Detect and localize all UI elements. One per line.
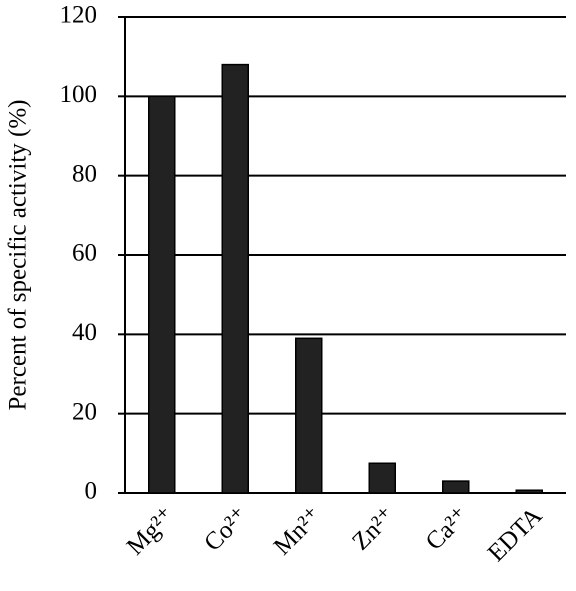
x-tick-label: Mn²⁺ (269, 502, 327, 560)
y-tick-label: 80 (72, 160, 97, 187)
y-tick-label: 0 (85, 478, 98, 505)
y-tick-label: 60 (72, 240, 97, 267)
x-tick-label: Zn²⁺ (347, 502, 400, 555)
x-tick-label: Mg²⁺ (122, 502, 180, 560)
bar (442, 480, 470, 494)
bar (148, 95, 176, 494)
x-tick-label: Co²⁺ (199, 502, 253, 556)
bar (515, 489, 543, 494)
bar (368, 462, 396, 494)
x-tick-label: Ca²⁺ (421, 502, 474, 555)
y-tick-label: 20 (72, 398, 97, 425)
y-tick-label: 40 (72, 319, 97, 346)
y-tick-label: 120 (60, 2, 98, 29)
y-tick-label: 100 (60, 81, 98, 108)
bar (221, 63, 249, 494)
y-axis-label: Percent of specific activity (%) (5, 100, 32, 411)
x-tick-label: EDTA (483, 502, 548, 567)
bar (295, 337, 323, 494)
